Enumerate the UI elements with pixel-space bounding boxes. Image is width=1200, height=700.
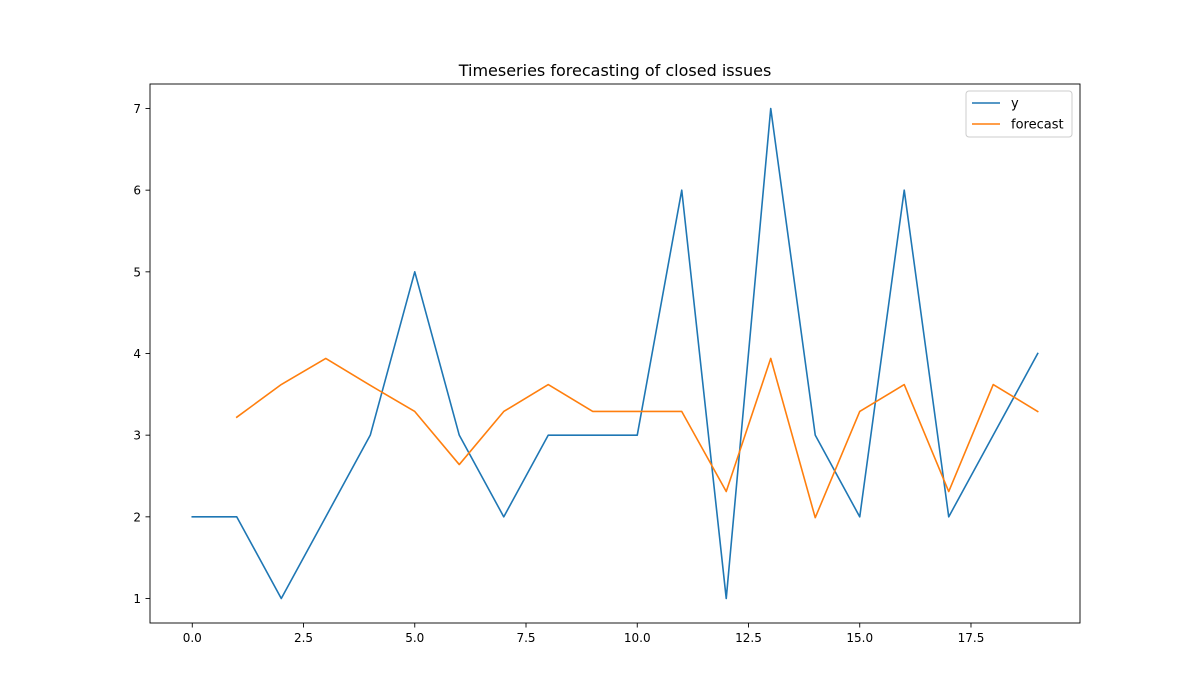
x-tick-label: 5.0 (405, 631, 424, 645)
y-tick-label: 2 (133, 510, 141, 524)
series-line-forecast (235, 357, 1039, 519)
axes: 0.0 2.5 5.0 7.5 10.0 12.5 15.0 17.5 1 2 3 4 5 6 7 (133, 102, 984, 645)
y-tick-label: 4 (133, 347, 141, 361)
y-tick-label: 3 (133, 429, 141, 443)
y-tick-label: 7 (133, 102, 141, 116)
y-tick-label: 5 (133, 265, 141, 279)
series-layer (191, 107, 1039, 600)
x-tick-label: 10.0 (624, 631, 651, 645)
series-line-y (191, 107, 1039, 600)
x-tick-label: 0.0 (183, 631, 202, 645)
x-tick-label: 2.5 (294, 631, 313, 645)
plot-frame (149, 83, 1081, 624)
legend: y forecast (965, 90, 1073, 138)
axes-spines (149, 83, 1081, 624)
legend-label-y: y (1011, 97, 1019, 112)
x-tick-label: 7.5 (516, 631, 535, 645)
y-tick-label: 1 (133, 592, 141, 606)
x-tick-label: 12.5 (735, 631, 762, 645)
y-tick-label: 6 (133, 184, 141, 198)
x-tick-label: 17.5 (958, 631, 985, 645)
x-tick-label: 15.0 (846, 631, 873, 645)
legend-label-forecast: forecast (1011, 118, 1064, 133)
chart-title: Timeseries forecasting of closed issues (458, 61, 772, 80)
